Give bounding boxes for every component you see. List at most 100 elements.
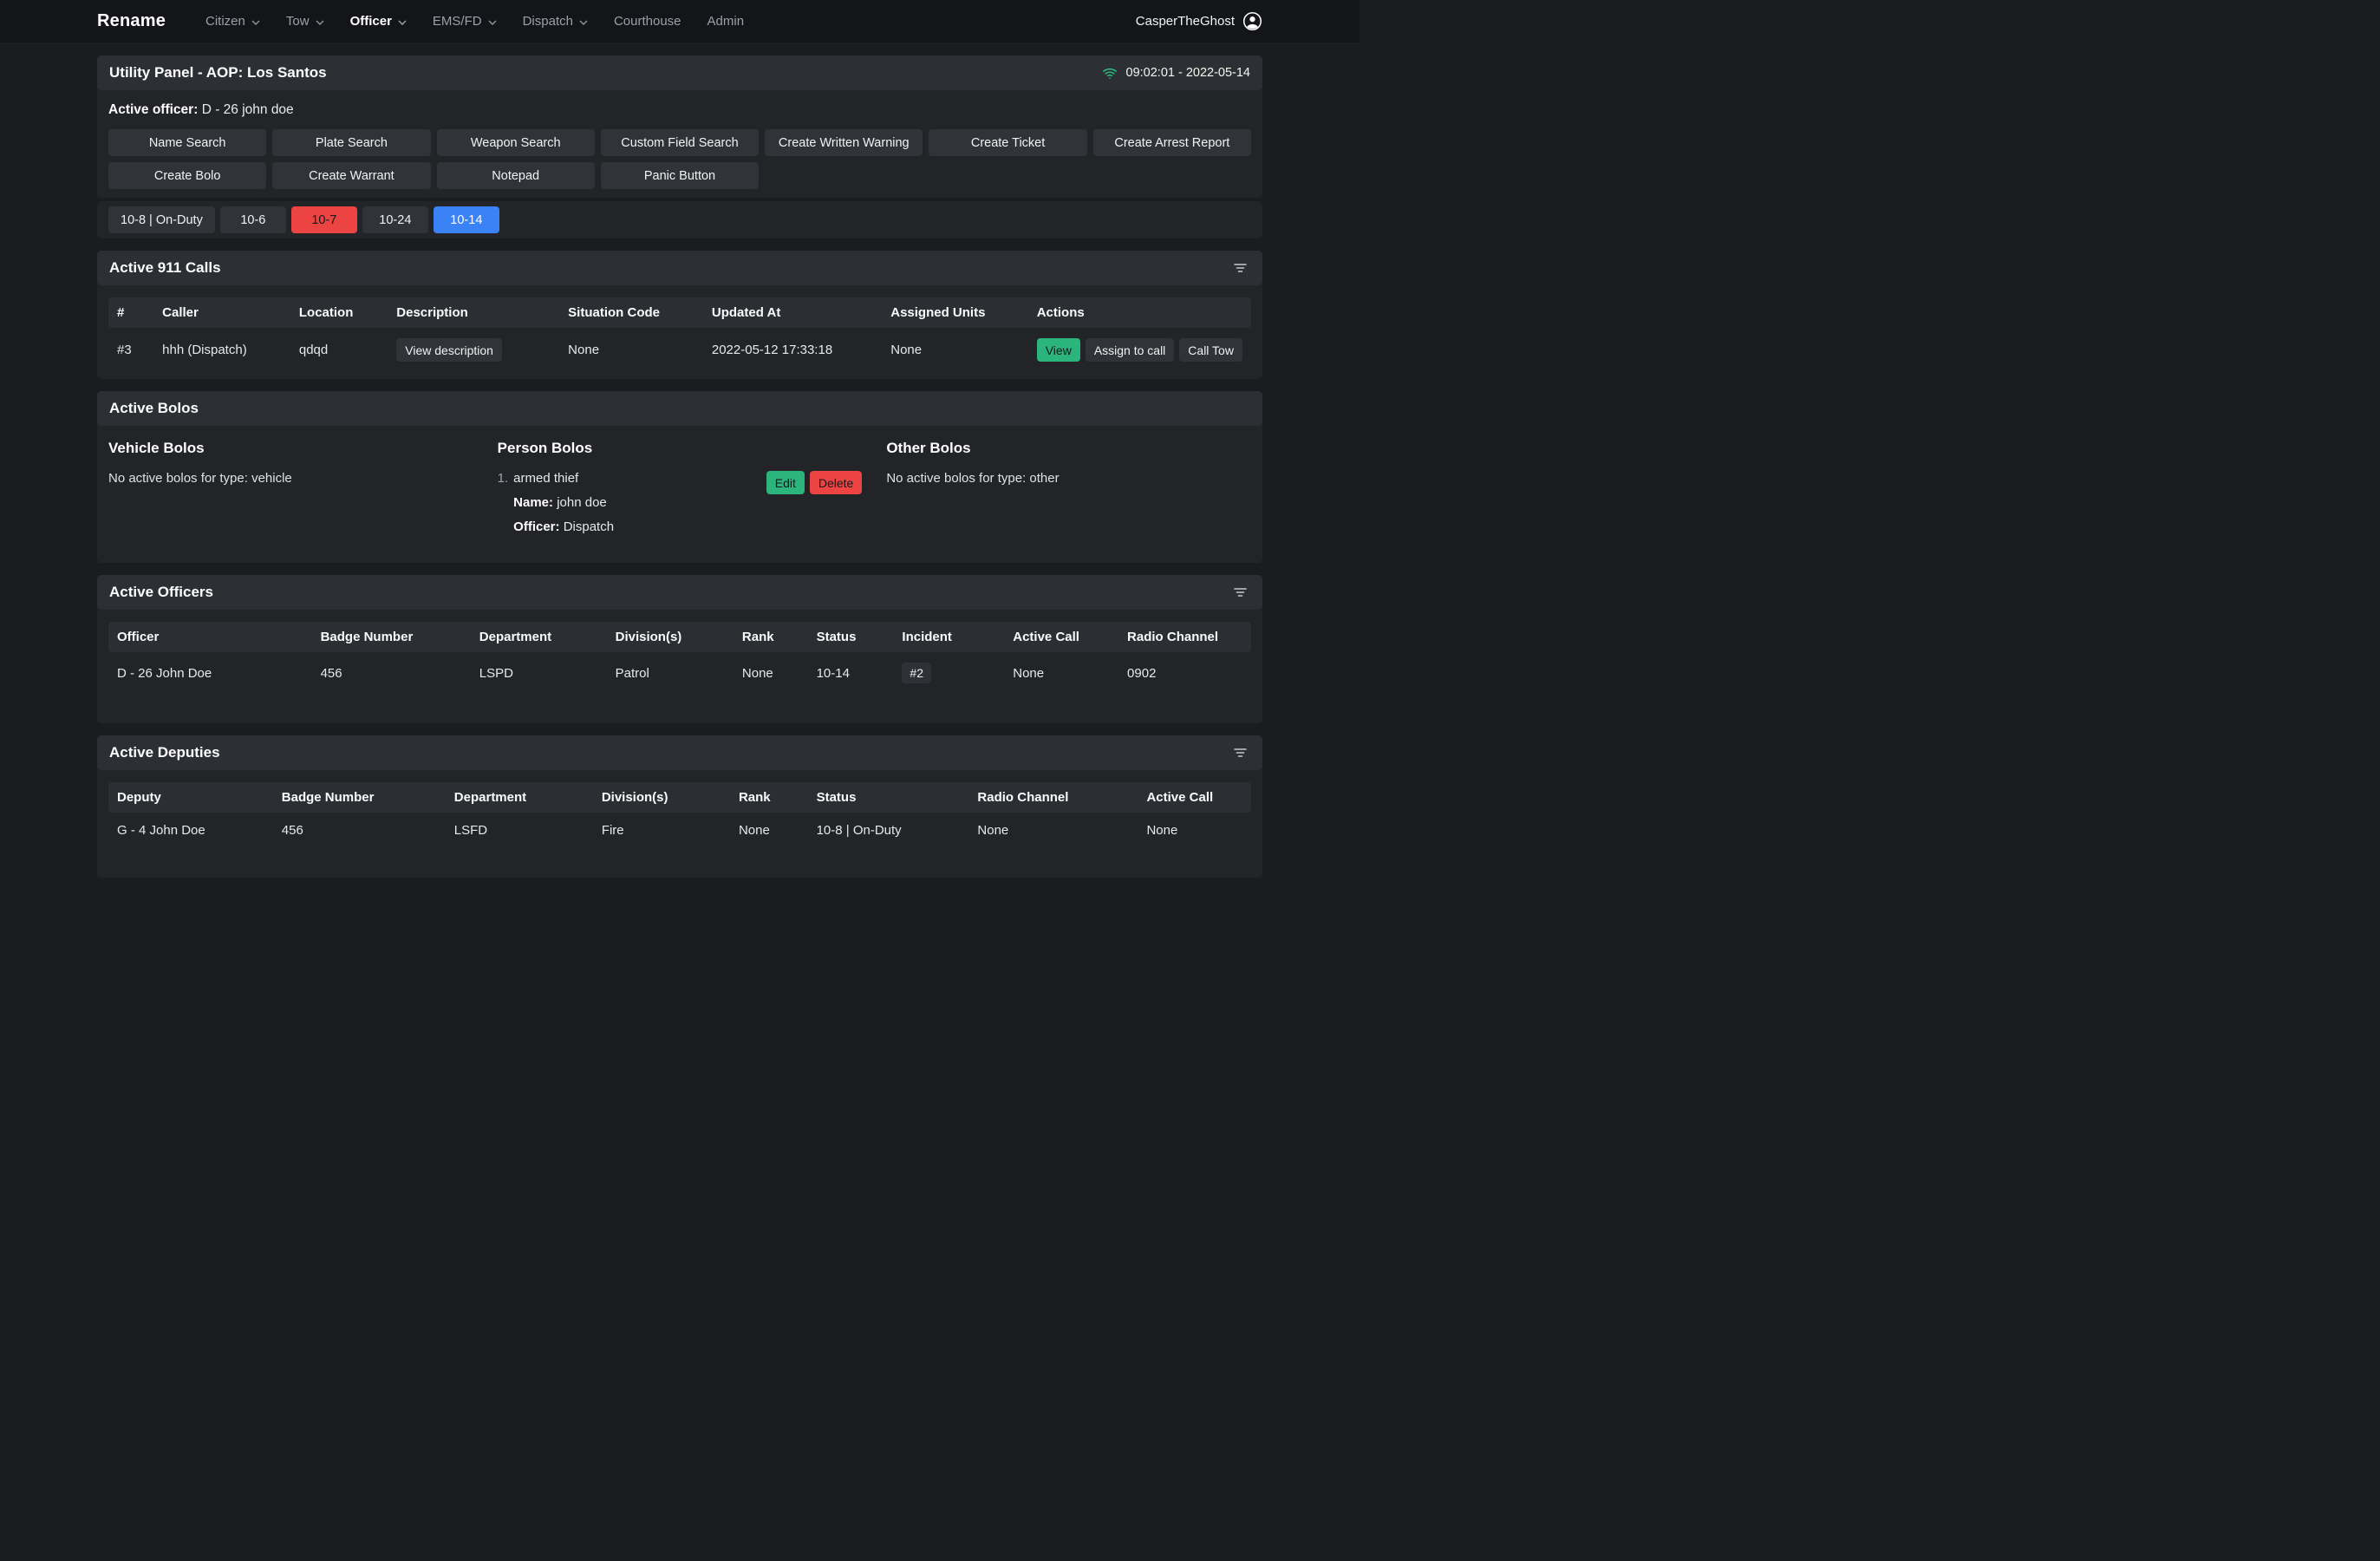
weapon-search-button[interactable]: Weapon Search xyxy=(436,129,595,156)
call-assigned-units: None xyxy=(890,343,923,357)
col-rank: Rank xyxy=(729,782,808,813)
panic-button[interactable]: Panic Button xyxy=(600,162,760,189)
bolo-name-line: Name: john doe xyxy=(513,495,766,510)
col-radio-channel: Radio Channel xyxy=(968,782,1138,813)
call-tow-button[interactable]: Call Tow xyxy=(1179,338,1242,362)
status-10-7-button[interactable]: 10-7 xyxy=(290,206,357,233)
nav-item-tow[interactable]: Tow xyxy=(286,14,324,29)
utility-panel-title: Utility Panel - AOP: Los Santos xyxy=(109,64,327,81)
notepad-button[interactable]: Notepad xyxy=(436,162,595,189)
nav-links: Citizen Tow Officer EMS/FD Dispatch Cour… xyxy=(205,14,744,29)
nav-item-dispatch[interactable]: Dispatch xyxy=(523,14,588,29)
calls-filter-button[interactable] xyxy=(1230,259,1250,277)
call-updated-at: 2022-05-12 17:33:18 xyxy=(711,343,833,357)
create-bolo-button[interactable]: Create Bolo xyxy=(108,162,267,189)
active-911-calls-title: Active 911 Calls xyxy=(109,259,221,276)
connection-wifi-icon xyxy=(1102,68,1117,79)
col-active-call: Active Call xyxy=(1004,622,1119,652)
utility-button-grid: Name Search Plate Search Weapon Search C… xyxy=(108,129,1251,189)
col-department: Department xyxy=(470,622,607,652)
vehicle-bolos-column: Vehicle Bolos No active bolos for type: … xyxy=(108,440,473,544)
chevron-down-icon xyxy=(398,19,407,25)
deputy-department: LSFD xyxy=(453,823,488,838)
app-logo[interactable]: Rename xyxy=(97,11,166,30)
status-button-bar: 10-8 | On-Duty 10-6 10-7 10-24 10-14 xyxy=(97,201,1262,238)
status-10-6-button[interactable]: 10-6 xyxy=(219,206,286,233)
nav-item-emsfd[interactable]: EMS/FD xyxy=(433,14,497,29)
officer-row: D - 26 John Doe 456 LSPD Patrol None 10-… xyxy=(108,652,1251,692)
nav-item-label: Citizen xyxy=(205,14,245,29)
filter-lines-icon xyxy=(1234,264,1247,272)
other-bolos-empty-text: No active bolos for type: other xyxy=(886,471,1060,486)
status-10-24-button[interactable]: 10-24 xyxy=(362,206,428,233)
officer-radio-channel: 0902 xyxy=(1127,665,1157,681)
deputy-status: 10-8 | On-Duty xyxy=(816,823,902,838)
active-deputies-title: Active Deputies xyxy=(109,744,220,761)
col-updated-at: Updated At xyxy=(702,297,883,328)
officer-status: 10-14 xyxy=(816,665,850,681)
deputies-filter-button[interactable] xyxy=(1230,744,1250,761)
nav-item-label: Tow xyxy=(285,14,310,29)
nav-item-officer[interactable]: Officer xyxy=(350,14,407,29)
create-arrest-report-button[interactable]: Create Arrest Report xyxy=(1092,129,1251,156)
create-warrant-button[interactable]: Create Warrant xyxy=(272,162,431,189)
vehicle-bolos-heading: Vehicle Bolos xyxy=(108,440,205,456)
bolo-officer-value: Dispatch xyxy=(563,519,615,534)
call-situation-code: None xyxy=(568,343,600,357)
status-10-8-button[interactable]: 10-8 | On-Duty xyxy=(108,206,215,233)
officers-filter-button[interactable] xyxy=(1230,584,1250,601)
officer-rank: None xyxy=(741,665,773,681)
col-assigned-units: Assigned Units xyxy=(882,297,1028,328)
plate-search-button[interactable]: Plate Search xyxy=(272,129,431,156)
edit-bolo-button[interactable]: Edit xyxy=(766,471,805,494)
col-status: Status xyxy=(807,622,894,652)
nav-item-label: EMS/FD xyxy=(432,14,482,29)
person-bolos-column: Person Bolos 1. armed thief Name: john d… xyxy=(498,440,863,544)
active-officers-title: Active Officers xyxy=(109,584,213,600)
filter-lines-icon xyxy=(1234,588,1247,597)
view-description-button[interactable]: View description xyxy=(396,338,502,362)
col-department: Department xyxy=(445,782,593,813)
active-officers-table: Officer Badge Number Department Division… xyxy=(108,622,1251,692)
delete-bolo-button[interactable]: Delete xyxy=(809,471,863,494)
view-call-button[interactable]: View xyxy=(1036,338,1080,362)
col-badge-number: Badge Number xyxy=(311,622,471,652)
nav-item-label: Courthouse xyxy=(613,14,681,29)
officer-badge: 456 xyxy=(320,665,342,681)
create-written-warning-button[interactable]: Create Written Warning xyxy=(765,129,923,156)
chevron-down-icon xyxy=(316,19,324,25)
officer-department: LSPD xyxy=(479,665,513,681)
col-description: Description xyxy=(388,297,560,328)
other-bolos-column: Other Bolos No active bolos for type: ot… xyxy=(886,440,1251,544)
col-divisions: Division(s) xyxy=(606,622,734,652)
utility-panel: Utility Panel - AOP: Los Santos 09:02:01… xyxy=(97,56,1262,198)
active-officer-line: Active officer: D - 26 john doe xyxy=(108,102,1251,118)
username: CasperTheGhost xyxy=(1135,14,1235,29)
chevron-down-icon xyxy=(579,19,588,25)
status-10-14-button[interactable]: 10-14 xyxy=(433,206,499,233)
deputy-active-call: None xyxy=(1146,823,1178,838)
other-bolos-heading: Other Bolos xyxy=(886,440,971,456)
assign-to-call-button[interactable]: Assign to call xyxy=(1085,338,1175,362)
bolo-name-value: john doe xyxy=(557,495,607,510)
bolo-index: 1. xyxy=(497,471,509,486)
filter-lines-icon xyxy=(1234,748,1247,757)
custom-field-search-button[interactable]: Custom Field Search xyxy=(600,129,760,156)
navbar: Rename Citizen Tow Officer EMS/FD Dispat… xyxy=(0,0,1360,42)
nav-item-admin[interactable]: Admin xyxy=(707,14,745,29)
deputy-name: G - 4 John Doe xyxy=(117,823,205,838)
active-officer-value: D - 26 john doe xyxy=(201,102,294,117)
deputies-header-row: Deputy Badge Number Department Division(… xyxy=(108,782,1251,813)
create-ticket-button[interactable]: Create Ticket xyxy=(929,129,1087,156)
col-actions: Actions xyxy=(1027,297,1251,328)
active-officers-section: Active Officers Officer Badge Number Dep… xyxy=(97,575,1262,723)
person-bolos-heading: Person Bolos xyxy=(497,440,593,456)
incident-link-button[interactable]: #2 xyxy=(902,663,931,683)
call-caller: hhh (Dispatch) xyxy=(162,343,247,357)
nav-item-label: Officer xyxy=(349,14,392,29)
nav-item-courthouse[interactable]: Courthouse xyxy=(614,14,681,29)
user-menu[interactable]: CasperTheGhost xyxy=(1136,11,1262,31)
person-bolo-item: 1. armed thief Name: john doe Officer: D… xyxy=(498,471,863,544)
nav-item-citizen[interactable]: Citizen xyxy=(205,14,260,29)
name-search-button[interactable]: Name Search xyxy=(108,129,267,156)
